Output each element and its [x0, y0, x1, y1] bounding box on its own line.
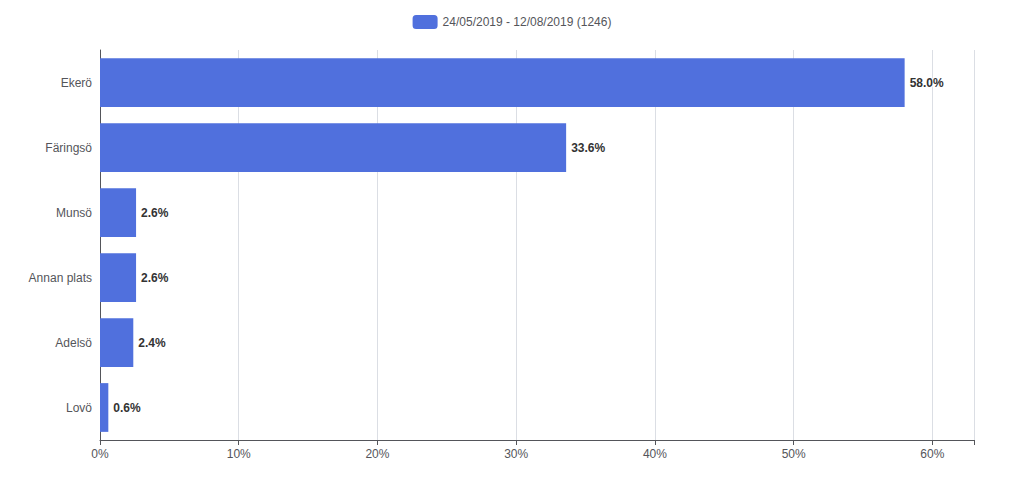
svg-text:58.0%: 58.0%: [910, 76, 944, 90]
svg-text:2.6%: 2.6%: [141, 206, 169, 220]
svg-text:Adelsö: Adelsö: [55, 336, 92, 350]
svg-text:2.6%: 2.6%: [141, 271, 169, 285]
svg-text:30%: 30%: [504, 447, 528, 461]
svg-text:0.6%: 0.6%: [113, 401, 141, 415]
svg-text:Munsö: Munsö: [56, 206, 92, 220]
svg-text:24/05/2019 - 12/08/2019 (1246): 24/05/2019 - 12/08/2019 (1246): [443, 15, 612, 29]
svg-text:60%: 60%: [920, 447, 944, 461]
svg-text:Färingsö: Färingsö: [45, 141, 92, 155]
svg-text:33.6%: 33.6%: [571, 141, 605, 155]
svg-text:40%: 40%: [643, 447, 667, 461]
svg-text:Lovö: Lovö: [66, 401, 92, 415]
svg-text:Ekerö: Ekerö: [61, 76, 93, 90]
svg-text:0%: 0%: [91, 447, 109, 461]
svg-text:Annan plats: Annan plats: [29, 271, 92, 285]
svg-text:20%: 20%: [365, 447, 389, 461]
svg-text:10%: 10%: [227, 447, 251, 461]
svg-text:50%: 50%: [782, 447, 806, 461]
svg-text:2.4%: 2.4%: [138, 336, 166, 350]
